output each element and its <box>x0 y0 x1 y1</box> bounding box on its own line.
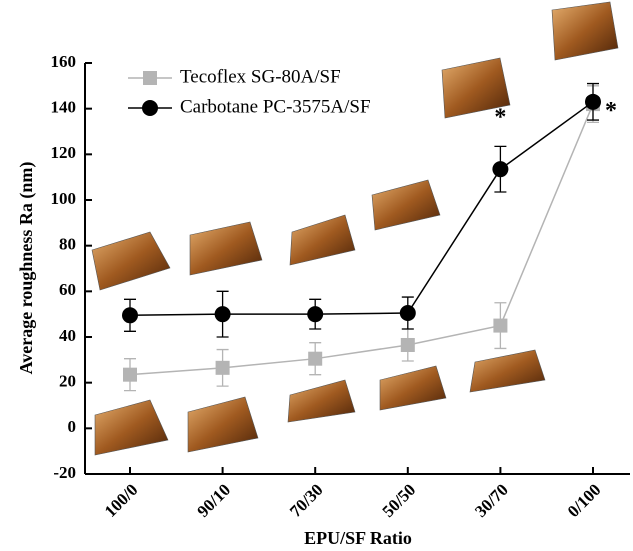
y-tick-label: 120 <box>51 143 77 162</box>
x-tick-label: 0/100 <box>564 480 605 521</box>
y-tick-label: -20 <box>53 463 76 482</box>
chart: Average roughness Ra (nm) EPU/SF Ratio -… <box>0 0 633 551</box>
legend-label: Tecoflex SG-80A/SF <box>180 66 341 87</box>
marker <box>122 307 138 323</box>
x-tick-label: 50/50 <box>379 480 420 521</box>
marker <box>492 161 508 177</box>
legend-marker <box>143 71 157 85</box>
marker <box>308 352 322 366</box>
legend-marker <box>142 100 158 116</box>
x-tick-label: 30/70 <box>471 480 512 521</box>
afm-insets <box>92 2 618 455</box>
legend-label: Carbotane PC-3575A/SF <box>180 96 371 117</box>
y-tick-label: 140 <box>51 98 77 117</box>
marker <box>307 306 323 322</box>
marker <box>216 361 230 375</box>
x-tick-label: 100/0 <box>101 480 142 521</box>
marker <box>493 319 507 333</box>
marker <box>401 338 415 352</box>
x-tick-label: 70/30 <box>286 480 327 521</box>
y-tick-label: 60 <box>59 280 76 299</box>
series-line <box>130 102 593 315</box>
marker <box>215 306 231 322</box>
marker <box>123 368 137 382</box>
annotation: * <box>605 98 617 124</box>
y-tick-label: 40 <box>59 326 76 345</box>
y-axis-title: Average roughness Ra (nm) <box>16 162 37 375</box>
x-axis-title: EPU/SF Ratio <box>304 528 412 548</box>
y-tick-label: 160 <box>51 52 77 71</box>
annotation: * <box>494 105 506 131</box>
x-tick-label: 90/10 <box>193 480 234 521</box>
y-tick-label: 0 <box>68 417 77 436</box>
y-tick-label: 80 <box>59 235 76 254</box>
marker <box>400 305 416 321</box>
y-tick-label: 20 <box>59 372 76 391</box>
y-tick-label: 100 <box>51 189 77 208</box>
marker <box>585 94 601 110</box>
